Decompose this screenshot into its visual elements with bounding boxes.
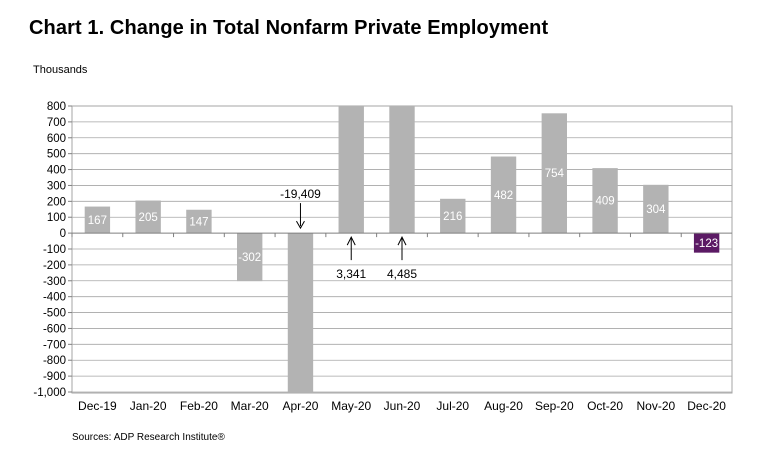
y-axis-ticks: 800 700 600 500 400 300 200 100 0 -100 -200 -300 -40… (33, 101, 72, 399)
x-tick-label: Jun-20 (384, 399, 421, 413)
y-tick-label: -600 (43, 323, 66, 335)
data-label-mar-20: -302 (238, 252, 261, 264)
x-tick-label: Aug-20 (484, 399, 523, 413)
x-tick-label: Sep-20 (535, 399, 574, 413)
y-tick-label: 500 (47, 149, 66, 161)
y-tick-label: 100 (47, 212, 66, 224)
bar-may-20 (338, 106, 364, 234)
bar-dec-20 (693, 233, 720, 253)
bar-feb-20 (186, 209, 212, 234)
y-tick-label: -100 (43, 244, 66, 256)
bar-nov-20 (643, 184, 669, 234)
annotation-arrowhead (296, 220, 305, 230)
y-tick-label: 200 (47, 196, 66, 208)
y-tick-label: 700 (47, 117, 66, 129)
x-tick-label: Nov-20 (637, 399, 676, 413)
annotation-arrowhead (397, 235, 407, 246)
y-tick-label: -300 (43, 276, 66, 288)
y-tick-label: -200 (43, 260, 66, 272)
y-tick-label: -500 (43, 308, 66, 320)
bar-jun-20 (389, 106, 415, 234)
y-tick-label: -700 (43, 339, 66, 351)
data-label-oct-20: 409 (595, 196, 614, 208)
data-label-dec-20: -123 (695, 238, 718, 250)
y-tick-label: 0 (60, 228, 66, 240)
annotation-arrowhead (346, 235, 356, 246)
x-tick-label: Jan-20 (130, 399, 167, 413)
chart-title: Chart 1. Change in Total Nonfarm Private… (29, 17, 549, 39)
bar-mar-20 (237, 233, 263, 282)
x-tick-label: Dec-20 (687, 399, 726, 413)
data-label-jan-20: 205 (139, 212, 158, 224)
x-tick-label: Apr-20 (282, 399, 318, 413)
y-tick-label: -800 (43, 355, 66, 367)
bar-jan-20 (135, 200, 161, 234)
x-tick-label: Oct-20 (587, 399, 623, 413)
bar-dec-19 (84, 206, 111, 234)
annotation-label: 3,341 (336, 267, 366, 281)
y-tick-label: -400 (43, 292, 66, 304)
data-label-aug-20: 482 (494, 190, 513, 202)
y-axis-units-label: Thousands (33, 64, 88, 76)
annotations: -19,409 3,341 4,485 (280, 187, 417, 281)
x-tick-label: Jul-20 (436, 399, 469, 413)
data-label-sep-20: 754 (545, 168, 565, 180)
y-tick-label: 800 (47, 101, 66, 113)
x-tick-label: Dec-19 (78, 399, 117, 413)
bar-apr-20 (287, 233, 314, 392)
annotation-label: -19,409 (280, 187, 321, 201)
y-tick-label: 400 (47, 165, 66, 177)
bar-aug-20 (490, 156, 517, 234)
y-tick-label: -1,000 (33, 387, 66, 399)
y-tick-label: 300 (47, 180, 66, 192)
bar-jul-20 (440, 198, 466, 234)
bar-oct-20 (592, 168, 618, 234)
x-tick-label: May-20 (331, 399, 371, 413)
source-note: Sources: ADP Research Institute® (72, 432, 225, 443)
bars (84, 106, 720, 392)
y-tick-label: -900 (43, 371, 66, 383)
data-label-dec-19: 167 (88, 215, 107, 227)
x-tick-label: Mar-20 (231, 399, 269, 413)
data-label-jul-20: 216 (443, 211, 462, 223)
y-tick-label: 600 (47, 133, 66, 145)
x-tick-label: Feb-20 (180, 399, 218, 413)
data-labels: 167 205 147 -302 216 482 754 409 304 -123 (88, 168, 718, 264)
annotation-label: 4,485 (387, 267, 417, 281)
x-axis-ticks: Dec-19 Jan-20 Feb-20 Mar-20 Apr-20 May-20 Jun-… (71, 233, 726, 413)
data-label-feb-20: 147 (189, 216, 208, 228)
bar-sep-20 (541, 113, 567, 234)
data-label-nov-20: 304 (646, 204, 666, 216)
